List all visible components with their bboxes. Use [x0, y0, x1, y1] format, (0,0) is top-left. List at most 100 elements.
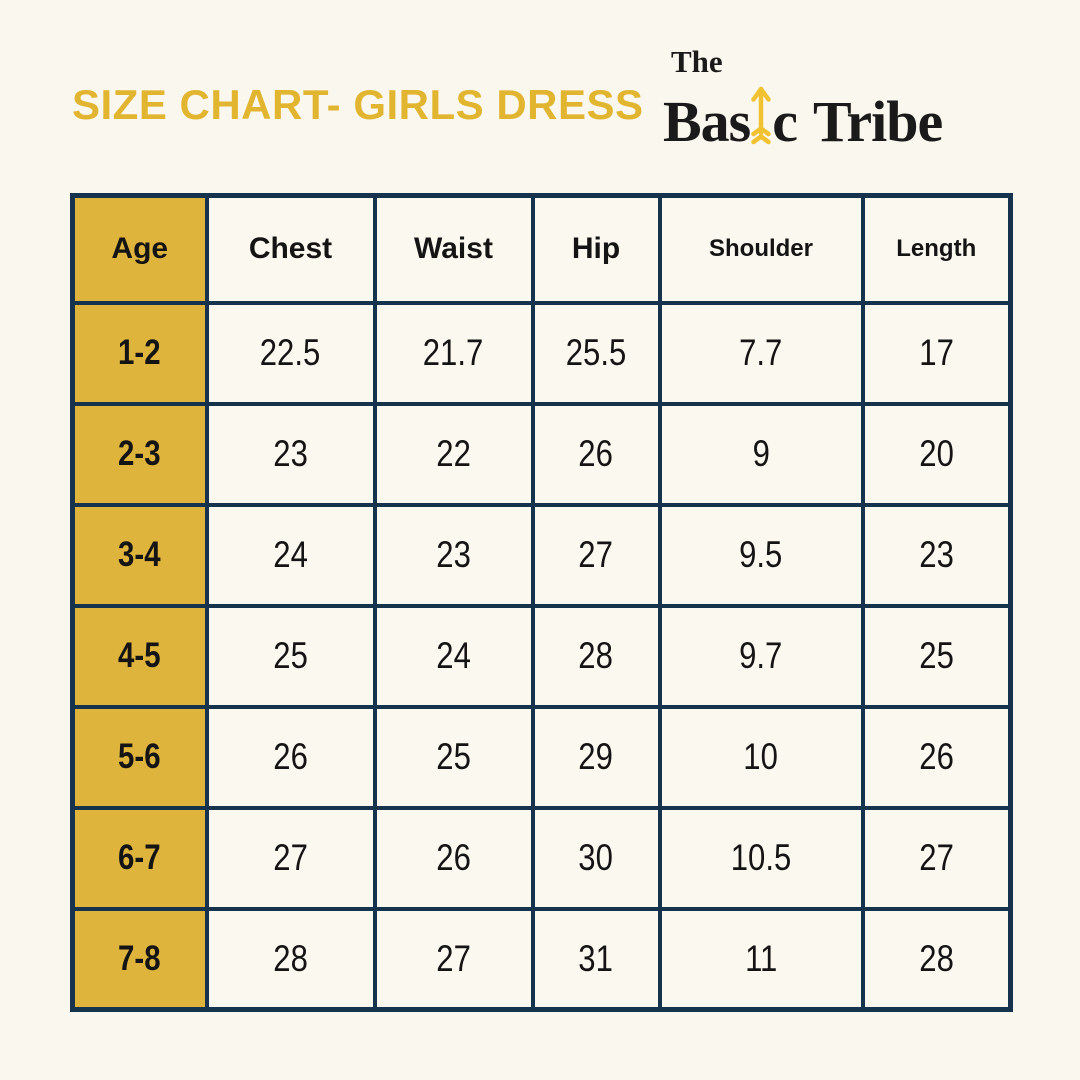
age-cell: 1-2: [70, 300, 209, 406]
length-cell: 26: [860, 704, 1013, 810]
cell-value: 25: [436, 736, 471, 777]
length-cell: 25: [860, 603, 1013, 709]
cell-value: 23: [273, 433, 308, 474]
table-row: 2-3 23 22 26 9 20: [70, 401, 1013, 507]
logo-text-c: c: [772, 89, 798, 154]
age-label: 7-8: [118, 938, 161, 978]
chest-cell: 24: [204, 502, 377, 608]
age-cell: 3-4: [70, 502, 209, 608]
cell-value: 28: [578, 635, 614, 676]
cell-value: 23: [918, 534, 954, 575]
chest-cell: 27: [204, 805, 377, 911]
chest-cell: 26: [204, 704, 377, 810]
table-row: 6-7 27 26 30 10.5 27: [70, 805, 1013, 911]
cell-value: 31: [578, 937, 614, 979]
waist-cell: 24: [372, 603, 535, 709]
age-label: 1-2: [118, 333, 161, 372]
cell-value: 9.7: [739, 635, 783, 676]
cell-value: 24: [273, 534, 308, 575]
logo-wordmark: Bas c Tribe: [663, 79, 943, 154]
table-row: 3-4 24 23 27 9.5 23: [70, 502, 1013, 608]
cell-value: 27: [273, 837, 308, 878]
age-label: 4-5: [118, 636, 161, 675]
cell-value: 7.7: [739, 332, 783, 373]
cell-value: 29: [578, 736, 614, 777]
cell-value: 26: [436, 837, 471, 878]
waist-cell: 23: [372, 502, 535, 608]
shoulder-cell: 10.5: [657, 805, 865, 911]
length-cell: 23: [860, 502, 1013, 608]
cell-value: 25.5: [565, 332, 627, 373]
hip-cell: 31: [530, 906, 662, 1012]
age-label: 5-6: [118, 737, 161, 776]
table-row: 1-2 22.5 21.7 25.5 7.7 17: [70, 300, 1013, 406]
age-label: 3-4: [118, 535, 161, 574]
col-header-chest: Chest: [204, 193, 377, 305]
cell-value: 27: [918, 837, 954, 878]
waist-cell: 25: [372, 704, 535, 810]
cell-value: 27: [578, 534, 614, 575]
size-table: Age Chest Waist Hip Shoulder Length 1-2 …: [70, 193, 1013, 1012]
cell-value: 22.5: [260, 332, 321, 373]
cell-value: 20: [918, 433, 954, 474]
table-row: 5-6 26 25 29 10 26: [70, 704, 1013, 810]
hip-cell: 28: [530, 603, 662, 709]
cell-value: 25: [918, 635, 954, 676]
shoulder-cell: 10: [657, 704, 865, 810]
waist-cell: 21.7: [372, 300, 535, 406]
cell-value: 28: [918, 937, 954, 979]
cell-value: 9: [752, 433, 770, 474]
table-row: 4-5 25 24 28 9.7 25: [70, 603, 1013, 709]
chest-cell: 25: [204, 603, 377, 709]
length-cell: 28: [860, 906, 1013, 1012]
hip-cell: 26: [530, 401, 662, 507]
cell-value: 11: [744, 937, 778, 979]
hip-cell: 29: [530, 704, 662, 810]
header-row: Age Chest Waist Hip Shoulder Length: [70, 193, 1013, 305]
col-header-hip: Hip: [530, 193, 662, 305]
page-title: SIZE CHART- GIRLS DRESS: [72, 81, 644, 128]
cell-value: 25: [273, 635, 308, 676]
logo-text-bas: Bas: [663, 89, 751, 154]
shoulder-cell: 9: [657, 401, 865, 507]
waist-cell: 26: [372, 805, 535, 911]
cell-value: 27: [436, 937, 471, 979]
shoulder-cell: 11: [657, 906, 865, 1012]
cell-value: 17: [918, 332, 954, 373]
age-cell: 7-8: [70, 906, 209, 1012]
cell-value: 26: [578, 433, 614, 474]
age-label: 6-7: [118, 838, 161, 877]
hip-cell: 27: [530, 502, 662, 608]
cell-value: 26: [273, 736, 308, 777]
length-cell: 27: [860, 805, 1013, 911]
col-header-length: Length: [860, 193, 1013, 305]
cell-value: 30: [578, 837, 614, 878]
table-row: 7-8 28 27 31 11 28: [70, 906, 1013, 1012]
cell-value: 9.5: [739, 534, 783, 575]
age-label: 2-3: [118, 434, 161, 473]
cell-value: 26: [918, 736, 954, 777]
cell-value: 21.7: [423, 332, 484, 373]
hip-cell: 25.5: [530, 300, 662, 406]
age-cell: 4-5: [70, 603, 209, 709]
brand-logo: The Bas c Tribe: [663, 44, 943, 154]
cell-value: 10: [743, 736, 779, 777]
waist-cell: 22: [372, 401, 535, 507]
chest-cell: 28: [204, 906, 377, 1012]
hip-cell: 30: [530, 805, 662, 911]
length-cell: 20: [860, 401, 1013, 507]
age-cell: 5-6: [70, 704, 209, 810]
logo-text-tribe: Tribe: [813, 89, 943, 154]
shoulder-cell: 9.5: [657, 502, 865, 608]
col-header-shoulder: Shoulder: [657, 193, 865, 305]
logo-the: The: [671, 44, 723, 79]
chest-cell: 23: [204, 401, 377, 507]
shoulder-cell: 7.7: [657, 300, 865, 406]
cell-value: 28: [273, 937, 308, 979]
cell-value: 10.5: [730, 837, 792, 878]
cell-value: 22: [436, 433, 471, 474]
age-cell: 2-3: [70, 401, 209, 507]
chest-cell: 22.5: [204, 300, 377, 406]
col-header-age: Age: [70, 193, 209, 305]
